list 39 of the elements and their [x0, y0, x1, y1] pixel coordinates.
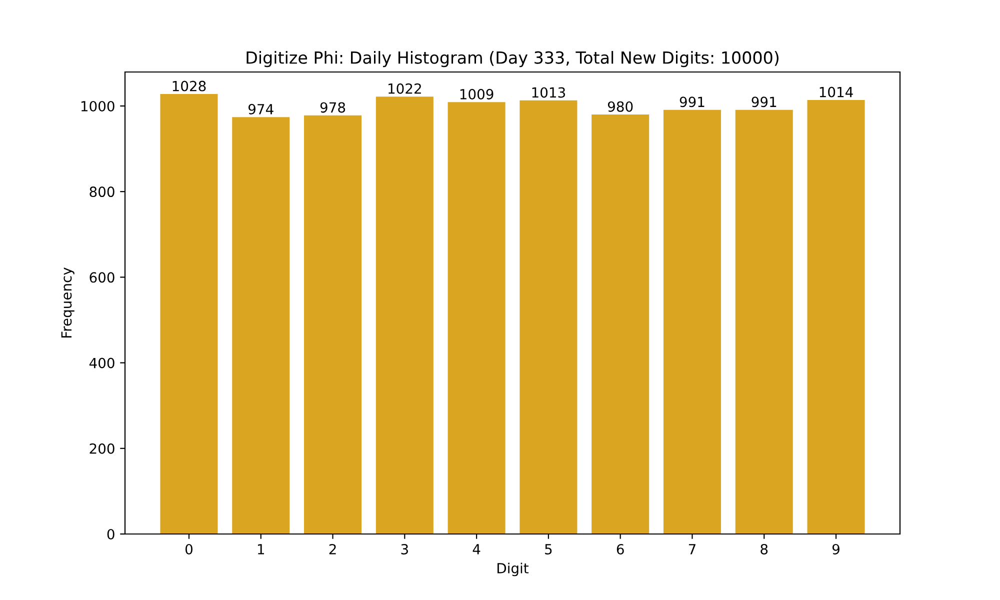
bar — [592, 114, 650, 534]
bar — [160, 94, 218, 534]
y-tick-label: 0 — [107, 528, 114, 540]
x-axis-title: Digit — [498, 562, 529, 576]
bar — [735, 110, 793, 534]
data-label: 991 — [680, 96, 704, 108]
y-tick-label: 400 — [89, 358, 114, 368]
chart-title: Digitize Phi: Daily Histogram (Day 333, Total New Digits: 10000) — [246, 51, 778, 68]
x-tick-label: 1 — [258, 544, 264, 554]
x-tick-label: 4 — [472, 544, 480, 554]
x-tick-label: 6 — [616, 544, 624, 554]
x-tick-label: 8 — [760, 544, 768, 554]
data-label: 1014 — [820, 86, 853, 98]
bar — [304, 115, 362, 534]
y-axis-title: Frequency — [61, 268, 74, 338]
data-label: 978 — [320, 102, 346, 113]
x-tick-label: 7 — [688, 544, 696, 554]
x-tick-label: 3 — [401, 544, 408, 554]
data-label: 991 — [752, 96, 776, 108]
bar — [520, 100, 578, 534]
y-tick-label: 1000 — [81, 100, 114, 112]
y-tick-label: 200 — [90, 443, 114, 454]
bar — [663, 110, 721, 534]
y-tick-label: 600 — [90, 272, 114, 283]
y-tick-label: 800 — [90, 186, 114, 198]
data-label: 1022 — [388, 83, 421, 94]
x-tick-label: 9 — [832, 544, 840, 554]
bar — [807, 100, 865, 534]
data-label: 974 — [248, 104, 274, 114]
bar — [232, 117, 290, 534]
data-label: 1009 — [460, 88, 494, 100]
x-tick-label: 2 — [329, 544, 336, 554]
x-tick-label: 0 — [185, 544, 192, 554]
data-label: 1028 — [172, 80, 206, 92]
data-label: 980 — [608, 101, 633, 112]
data-label: 1013 — [532, 87, 566, 98]
bar — [376, 96, 434, 534]
x-tick-label: 5 — [545, 544, 552, 554]
bar — [448, 102, 506, 534]
